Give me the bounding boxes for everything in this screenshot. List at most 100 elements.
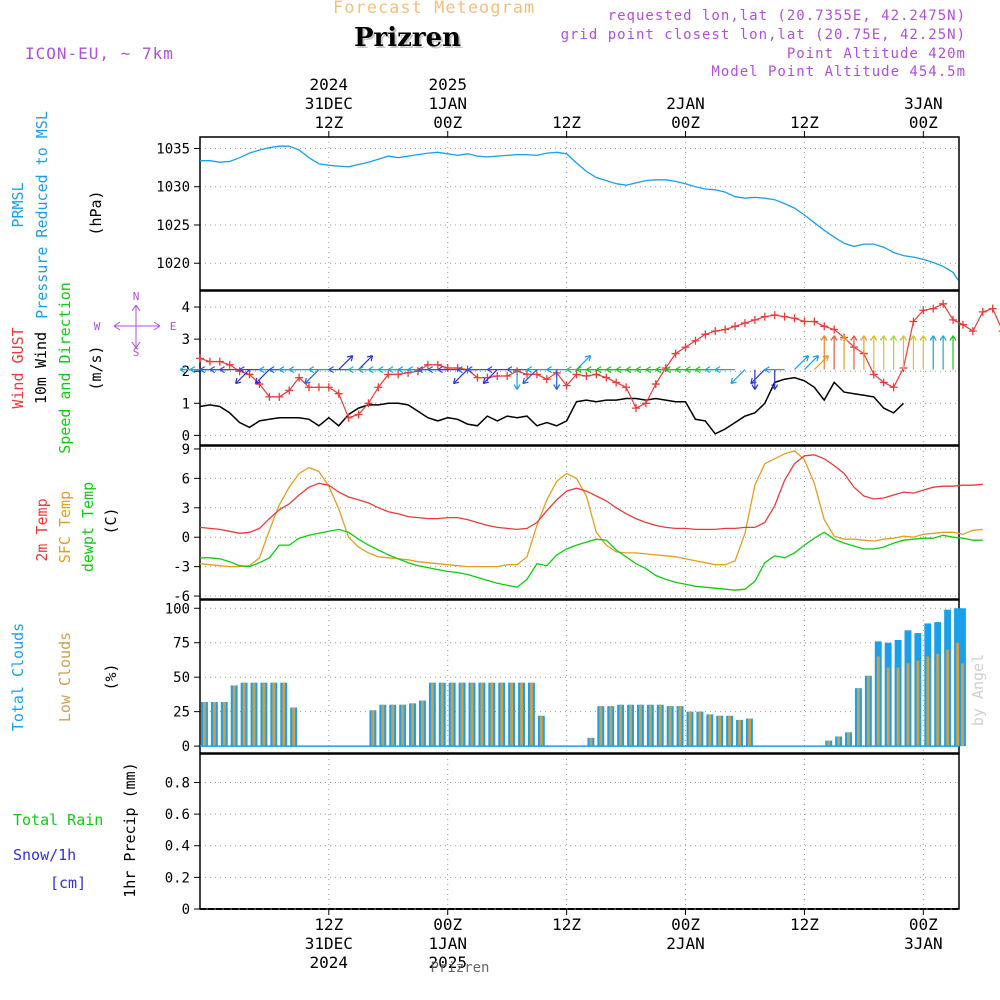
pressure-line	[200, 145, 959, 281]
gust-point	[711, 327, 720, 336]
gust-point	[255, 380, 264, 389]
low-cloud-bar	[282, 682, 286, 747]
gust-point	[493, 372, 502, 381]
y-tick-label: 0.6	[165, 807, 190, 823]
y-tick-label: 0	[182, 902, 190, 918]
bottom-time-label: 2JAN	[666, 934, 705, 953]
y-tick-label: 1020	[156, 256, 190, 272]
y-tick-label: -6	[173, 589, 190, 605]
pressure-frame	[199, 136, 960, 291]
wind-compass: N S W E	[94, 290, 177, 359]
low-cloud-bar	[747, 718, 751, 747]
low-cloud-bar	[510, 682, 514, 747]
low-cloud-bar	[420, 700, 424, 747]
gust-point	[740, 319, 749, 328]
low-cloud-bar	[886, 667, 890, 747]
low-cloud-bar	[668, 706, 672, 747]
gust-point	[503, 372, 512, 381]
wind-arrow	[254, 369, 270, 385]
gust-point	[225, 360, 234, 369]
top-time-label: 2024	[310, 75, 349, 94]
gust-point	[196, 354, 204, 363]
y-tick-label: 0.2	[165, 870, 190, 886]
low-cloud-bar	[718, 715, 722, 747]
low-cloud-bar	[906, 663, 910, 747]
gust-point	[681, 343, 690, 352]
top-time-label: 3JAN	[904, 94, 943, 113]
low-cloud-bar	[490, 682, 494, 747]
y-tick-label: 1025	[156, 218, 190, 234]
gust-point	[334, 389, 343, 398]
wind-arrow	[546, 366, 567, 374]
low-cloud-bar	[728, 715, 732, 747]
wind-arrow	[730, 369, 746, 385]
wind-arrow	[830, 335, 838, 370]
y-tick-label: -3	[173, 560, 190, 576]
wind-arrow	[820, 335, 828, 370]
gust-point	[622, 383, 631, 392]
temp-label-unit: (C)	[102, 507, 120, 534]
y-tick-label: 1	[182, 396, 190, 412]
wind-arrow	[714, 366, 736, 374]
gust-point	[988, 304, 997, 313]
gust-point	[631, 404, 640, 413]
point-altitude: Point Altitude 420m	[786, 46, 966, 62]
low-cloud-bar	[926, 656, 930, 747]
bottom-time-label: 12Z	[790, 915, 819, 934]
wind-label-unit: (m/s)	[87, 345, 105, 390]
dewpt-line	[200, 528, 983, 591]
wind-arrow	[522, 369, 538, 385]
top-time-label: 2JAN	[666, 94, 705, 113]
gust-point	[285, 386, 294, 395]
wind-arrow	[949, 335, 957, 370]
temp-label-2m: 2m Temp	[33, 498, 51, 561]
wind-arrow	[506, 366, 527, 374]
wind-arrow	[288, 366, 309, 374]
gust-point	[939, 299, 948, 308]
y-tick-label: 3	[182, 332, 190, 348]
gust-point	[949, 315, 958, 324]
low-cloud-bar	[222, 702, 226, 747]
low-cloud-bar	[936, 653, 940, 747]
gust-point	[542, 375, 551, 384]
top-time-label: 12Z	[314, 113, 343, 132]
precip-label-cm: [cm]	[50, 874, 86, 892]
wind-arrow	[576, 355, 592, 371]
top-time-label: 31DEC	[305, 94, 353, 113]
bottom-time-label: 00Z	[671, 915, 700, 934]
low-cloud-bar	[292, 707, 296, 747]
low-cloud-bar	[500, 682, 504, 747]
low-cloud-bar	[629, 704, 632, 747]
gust-point	[324, 383, 333, 392]
gust-point	[374, 383, 383, 392]
clouds-frame	[199, 599, 960, 754]
wind-arrow	[929, 335, 937, 370]
low-cloud-bar	[688, 711, 692, 747]
gust-point	[958, 320, 967, 329]
gust-point	[879, 378, 888, 387]
wind-arrow	[890, 335, 898, 370]
wind-arrow	[304, 369, 320, 385]
wind-arrow	[358, 355, 374, 371]
wind-arrow	[764, 366, 785, 374]
low-cloud-bar	[440, 682, 444, 747]
wind-arrow	[513, 369, 521, 390]
low-cloud-bar	[450, 682, 454, 747]
low-cloud-bar	[381, 704, 385, 747]
gust-point	[443, 364, 452, 372]
low-cloud-bar	[480, 682, 484, 747]
low-cloud-bar	[698, 711, 702, 747]
gust-point	[701, 330, 710, 339]
precip-frame	[199, 753, 960, 910]
low-cloud-bar	[956, 642, 959, 747]
compass-e: E	[170, 320, 177, 333]
gust-point	[909, 317, 918, 326]
bottom-time-label: 12Z	[552, 915, 581, 934]
top-time-label: 1JAN	[428, 94, 467, 113]
top-time-label: 00Z	[909, 113, 938, 132]
low-cloud-bar	[856, 688, 860, 747]
wind-label-gust: Wind GUST	[9, 327, 27, 408]
wind-arrow	[899, 335, 908, 370]
y-tick-label: 75	[173, 636, 190, 652]
footer-location: Prizren	[430, 960, 489, 976]
